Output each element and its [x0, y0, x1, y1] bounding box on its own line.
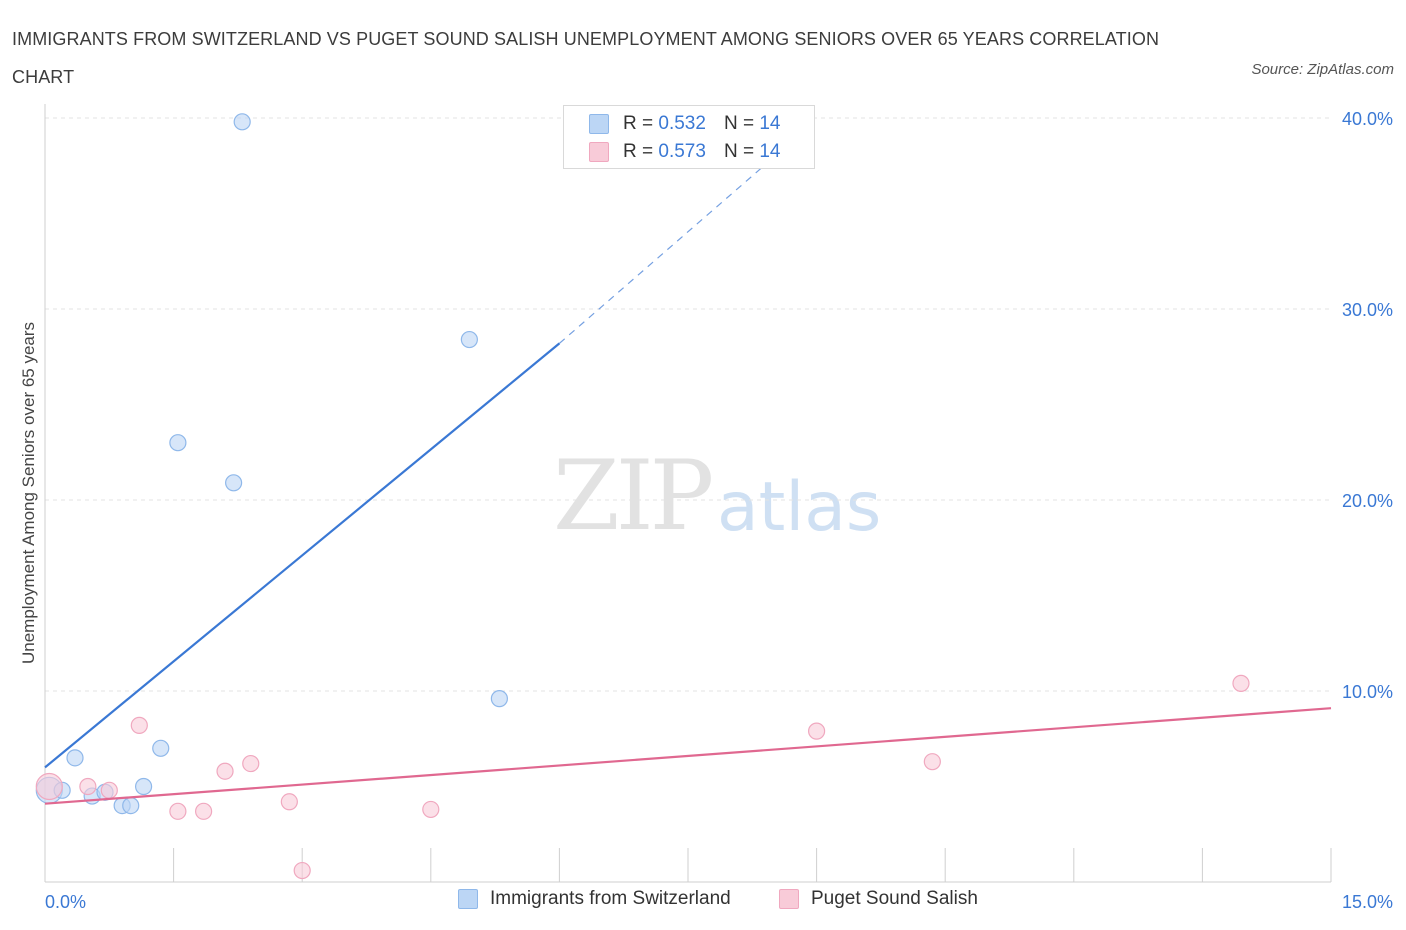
x-tick-label: 15.0% [1342, 892, 1393, 912]
legend-swatch-switzerland [458, 889, 478, 909]
point-switzerland [152, 739, 170, 757]
trend-line-salish [44, 707, 1332, 805]
legend-item-switzerland[interactable]: Immigrants from Switzerland [458, 888, 731, 910]
r-value: 0.532 [658, 113, 706, 134]
chart-title: IMMIGRANTS FROM SWITZERLAND VS PUGET SOU… [12, 29, 1160, 87]
point-switzerland [225, 474, 243, 492]
point-salish [216, 762, 234, 780]
point-switzerland [169, 434, 187, 452]
y-tick-label: 30.0% [1342, 300, 1393, 320]
point-salish [422, 800, 440, 819]
point-switzerland [66, 749, 84, 767]
legend-item-salish[interactable]: Puget Sound Salish [779, 888, 978, 910]
point-switzerland [460, 330, 478, 349]
n-value: 14 [759, 141, 781, 162]
point-salish [242, 754, 260, 773]
r-label: R = [623, 141, 654, 162]
point-salish [923, 753, 941, 771]
legend-swatch-salish [779, 889, 799, 909]
point-switzerland [134, 777, 153, 796]
point-switzerland [233, 113, 251, 131]
point-salish [280, 793, 298, 811]
trend-line-switzerland [44, 342, 561, 769]
y-tick-label: 20.0% [1342, 491, 1393, 511]
y-tick-label: 40.0% [1342, 109, 1393, 129]
point-switzerland [122, 796, 140, 815]
stats-row-switzerland: R = 0.532 N = 14 [589, 110, 780, 138]
point-salish [195, 802, 213, 820]
point-salish [1232, 674, 1250, 692]
point-salish [79, 777, 97, 796]
source-label: Source: ZipAtlas.com [1251, 61, 1394, 78]
point-salish [100, 781, 118, 799]
point-salish [807, 722, 826, 740]
legend-swatch-switzerland [589, 114, 609, 134]
point-salish [130, 716, 148, 734]
series-legend: Immigrants from Switzerland Puget Sound … [0, 888, 1406, 916]
r-value: 0.573 [658, 141, 706, 162]
n-label: N = [723, 141, 755, 162]
watermark-atlas: atlas [717, 468, 882, 547]
legend-label-switzerland: Immigrants from Switzerland [490, 888, 731, 909]
r-label: R = [623, 113, 654, 134]
n-value: 14 [759, 113, 781, 134]
point-switzerland [490, 690, 508, 708]
stats-row-salish: R = 0.573 N = 14 [589, 138, 780, 166]
point-salish [169, 802, 187, 820]
point-salish [293, 861, 311, 880]
n-label: N = [723, 113, 755, 134]
y-tick-label: 10.0% [1342, 682, 1393, 702]
legend-label-salish: Puget Sound Salish [811, 888, 978, 909]
x-tick-label: 0.0% [45, 892, 86, 912]
point-salish [35, 772, 63, 801]
watermark-zip: ZIP [553, 440, 714, 552]
stats-legend: R = 0.532 N = 14 R = 0.573 N = 14 [563, 105, 815, 169]
legend-swatch-salish [589, 142, 609, 162]
